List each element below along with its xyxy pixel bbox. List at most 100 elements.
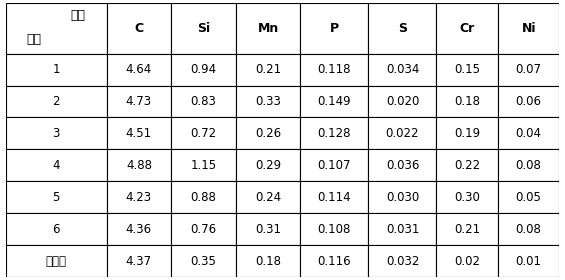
Text: P: P xyxy=(330,22,339,35)
Polygon shape xyxy=(498,3,559,53)
Polygon shape xyxy=(171,3,236,53)
Text: 0.01: 0.01 xyxy=(516,255,542,268)
Text: 对照例: 对照例 xyxy=(46,255,67,268)
Polygon shape xyxy=(107,85,171,118)
Polygon shape xyxy=(6,181,107,213)
Polygon shape xyxy=(107,150,171,181)
Text: 4.23: 4.23 xyxy=(126,191,152,204)
Polygon shape xyxy=(368,213,437,245)
Polygon shape xyxy=(171,245,236,277)
Text: 0.30: 0.30 xyxy=(454,191,480,204)
Polygon shape xyxy=(301,213,368,245)
Text: Ni: Ni xyxy=(521,22,536,35)
Polygon shape xyxy=(236,150,301,181)
Text: 0.33: 0.33 xyxy=(255,95,281,108)
Text: 0.83: 0.83 xyxy=(190,95,216,108)
Text: 0.128: 0.128 xyxy=(318,127,351,140)
Text: 4.88: 4.88 xyxy=(126,159,152,172)
Text: Si: Si xyxy=(197,22,210,35)
Polygon shape xyxy=(498,213,559,245)
Polygon shape xyxy=(236,53,301,85)
Text: 0.31: 0.31 xyxy=(255,223,281,236)
Polygon shape xyxy=(6,118,107,150)
Text: Cr: Cr xyxy=(459,22,475,35)
Polygon shape xyxy=(368,53,437,85)
Text: 0.94: 0.94 xyxy=(190,63,216,76)
Text: 0.04: 0.04 xyxy=(516,127,542,140)
Text: 0.116: 0.116 xyxy=(318,255,351,268)
Polygon shape xyxy=(301,150,368,181)
Polygon shape xyxy=(498,118,559,150)
Text: 4.37: 4.37 xyxy=(126,255,152,268)
Polygon shape xyxy=(6,150,107,181)
Polygon shape xyxy=(6,53,107,85)
Polygon shape xyxy=(6,245,107,277)
Text: 4: 4 xyxy=(53,159,60,172)
Text: 0.08: 0.08 xyxy=(516,223,542,236)
Polygon shape xyxy=(107,3,171,53)
Polygon shape xyxy=(171,53,236,85)
Polygon shape xyxy=(437,150,498,181)
Polygon shape xyxy=(171,85,236,118)
Polygon shape xyxy=(437,181,498,213)
Polygon shape xyxy=(171,118,236,150)
Polygon shape xyxy=(437,85,498,118)
Text: 0.15: 0.15 xyxy=(454,63,480,76)
Text: 0.19: 0.19 xyxy=(454,127,480,140)
Text: 0.031: 0.031 xyxy=(386,223,419,236)
Text: 0.35: 0.35 xyxy=(190,255,216,268)
Text: 项目: 项目 xyxy=(27,33,41,46)
Polygon shape xyxy=(236,245,301,277)
Polygon shape xyxy=(107,213,171,245)
Text: 4.51: 4.51 xyxy=(126,127,152,140)
Polygon shape xyxy=(6,213,107,245)
Polygon shape xyxy=(236,213,301,245)
Polygon shape xyxy=(301,181,368,213)
Polygon shape xyxy=(437,245,498,277)
Text: 0.08: 0.08 xyxy=(516,159,542,172)
Text: 4.73: 4.73 xyxy=(126,95,152,108)
Polygon shape xyxy=(301,53,368,85)
Polygon shape xyxy=(368,181,437,213)
Text: 0.032: 0.032 xyxy=(386,255,419,268)
Text: 0.02: 0.02 xyxy=(454,255,480,268)
Polygon shape xyxy=(437,213,498,245)
Text: Mn: Mn xyxy=(258,22,279,35)
Polygon shape xyxy=(6,85,107,118)
Text: 6: 6 xyxy=(53,223,60,236)
Text: 0.036: 0.036 xyxy=(386,159,419,172)
Text: 4.36: 4.36 xyxy=(126,223,152,236)
Polygon shape xyxy=(437,3,498,53)
Polygon shape xyxy=(368,245,437,277)
Text: 0.26: 0.26 xyxy=(255,127,281,140)
Polygon shape xyxy=(498,181,559,213)
Polygon shape xyxy=(498,150,559,181)
Text: 0.118: 0.118 xyxy=(318,63,351,76)
Text: 0.034: 0.034 xyxy=(386,63,419,76)
Text: 0.24: 0.24 xyxy=(255,191,281,204)
Polygon shape xyxy=(498,85,559,118)
Polygon shape xyxy=(437,118,498,150)
Polygon shape xyxy=(236,3,301,53)
Text: 1: 1 xyxy=(53,63,60,76)
Polygon shape xyxy=(107,118,171,150)
Text: 4.64: 4.64 xyxy=(126,63,152,76)
Polygon shape xyxy=(171,150,236,181)
Text: C: C xyxy=(134,22,144,35)
Text: 0.05: 0.05 xyxy=(516,191,542,204)
Text: 0.107: 0.107 xyxy=(318,159,351,172)
Text: 成分: 成分 xyxy=(71,9,86,22)
Polygon shape xyxy=(498,53,559,85)
Text: 0.29: 0.29 xyxy=(255,159,281,172)
Polygon shape xyxy=(107,181,171,213)
Polygon shape xyxy=(368,150,437,181)
Text: 0.030: 0.030 xyxy=(386,191,419,204)
Polygon shape xyxy=(368,85,437,118)
Polygon shape xyxy=(301,3,368,53)
Text: 1.15: 1.15 xyxy=(190,159,216,172)
Polygon shape xyxy=(236,85,301,118)
Polygon shape xyxy=(368,118,437,150)
Text: 0.88: 0.88 xyxy=(190,191,216,204)
Polygon shape xyxy=(236,181,301,213)
Text: 0.76: 0.76 xyxy=(190,223,216,236)
